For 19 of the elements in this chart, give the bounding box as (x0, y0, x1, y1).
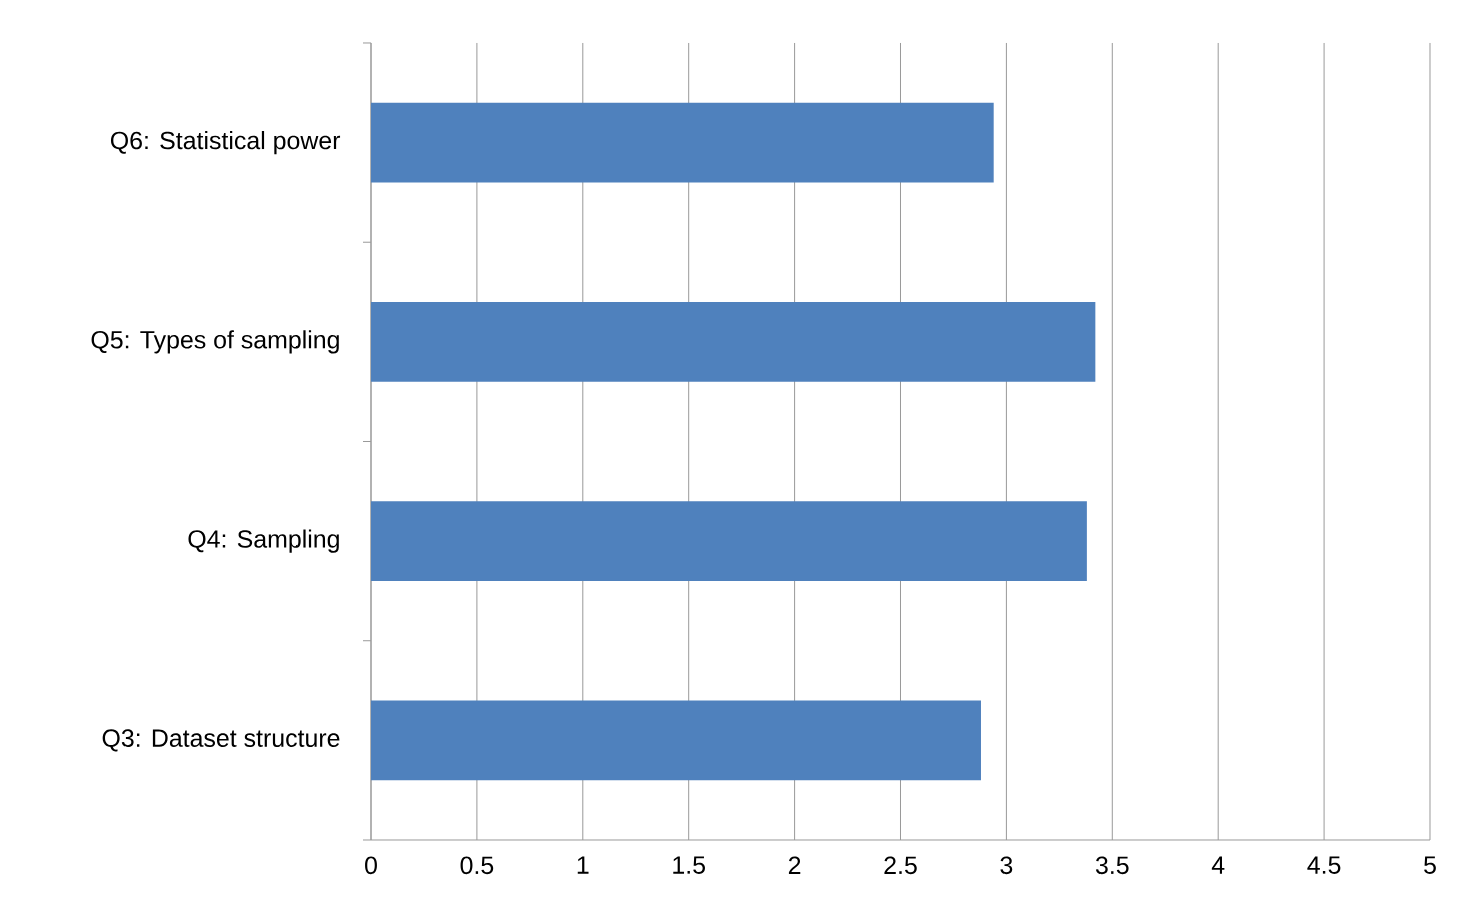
y-tick-label: Q6: Statistical power (110, 131, 341, 155)
x-tick-label: 0 (365, 856, 377, 875)
x-tick-label: 1 (577, 856, 589, 874)
bar (371, 302, 1096, 382)
x-tick-label: 5 (1424, 856, 1436, 874)
x-tick-label: 4 (1211, 856, 1225, 874)
x-tick-label: 2.5 (884, 856, 917, 875)
x-tick-label: 0.5 (460, 856, 494, 875)
y-tick-label: Q5: Types of sampling (91, 330, 339, 354)
x-tick-label: 3.5 (1095, 856, 1129, 875)
bar (371, 102, 994, 183)
x-tick-label: 4.5 (1307, 856, 1341, 874)
bar (371, 501, 1087, 581)
y-tick-label: Q3: Dataset structure (102, 729, 340, 752)
x-tick-label: 3 (1000, 856, 1013, 875)
x-tick-label: 1.5 (673, 856, 705, 874)
y-tick-label: Q4: Sampling (188, 529, 339, 553)
bar (371, 700, 981, 781)
x-tick-label: 2 (788, 856, 801, 874)
